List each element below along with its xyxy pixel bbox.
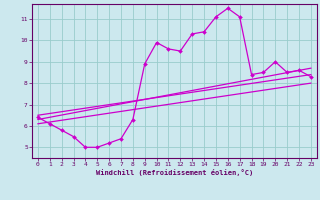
X-axis label: Windchill (Refroidissement éolien,°C): Windchill (Refroidissement éolien,°C): [96, 169, 253, 176]
